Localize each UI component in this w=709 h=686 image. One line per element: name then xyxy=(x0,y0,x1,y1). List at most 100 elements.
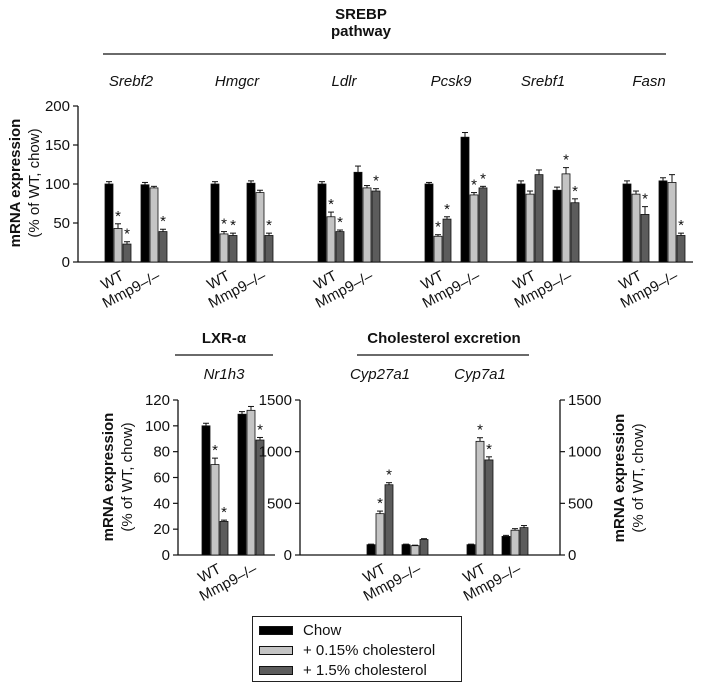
srebp-bar xyxy=(622,183,632,263)
chol-sig-star: * xyxy=(486,441,492,458)
srebp-gene-label: Hmgcr xyxy=(215,73,260,90)
lxr-ylabel-line2: (% of WT, chow) xyxy=(119,422,136,531)
srebp-sig-star: * xyxy=(572,183,578,200)
srebp-bar xyxy=(640,214,650,263)
srebp-bar xyxy=(113,228,123,263)
srebp-bar xyxy=(149,187,159,263)
srebp-bar xyxy=(631,193,641,263)
srebp-sig-star: * xyxy=(480,170,486,187)
chol-bar xyxy=(419,539,429,556)
srebp-tick-label: 150 xyxy=(45,137,70,154)
srebp-bar xyxy=(158,231,168,263)
lxr-bar xyxy=(210,464,220,556)
lxr-tick-label: 0 xyxy=(162,547,170,564)
srebp-sig-star: * xyxy=(124,226,130,243)
chol-gene-label: Cyp27a1 xyxy=(350,366,410,383)
srebp-gene-label: Pcsk9 xyxy=(431,73,473,90)
chol-bar xyxy=(510,529,520,556)
srebp-sig-star: * xyxy=(444,201,450,218)
srebp-sig-star: * xyxy=(266,217,272,234)
lxr-sig-star: * xyxy=(221,504,227,521)
chol-bar xyxy=(366,544,376,556)
srebp-sig-star: * xyxy=(471,177,477,194)
srebp-bar xyxy=(525,193,535,263)
chol-sig-star: * xyxy=(477,422,483,439)
srebp-sig-star: * xyxy=(328,196,334,213)
lxr-tick-label: 20 xyxy=(153,521,170,538)
chol-sig-star: * xyxy=(377,495,383,512)
srebp-sig-star: * xyxy=(373,173,379,190)
srebp-tick-label: 50 xyxy=(53,215,70,232)
legend-label-015: + 0.15% cholesterol xyxy=(303,641,436,659)
srebp-title-line2: pathway xyxy=(331,23,392,40)
lxr-gene-label: Nr1h3 xyxy=(204,366,246,383)
srebp-bar xyxy=(353,171,363,263)
srebp-bar xyxy=(264,235,274,263)
legend-item-chow: Chow xyxy=(259,620,341,640)
srebp-sig-star: * xyxy=(435,219,441,236)
srebp-bar xyxy=(104,183,114,263)
lxr-bar xyxy=(237,413,247,556)
srebp-ylabel-line1: mRNA expression xyxy=(7,119,24,248)
chol-bar xyxy=(401,544,411,556)
srebp-sig-star: * xyxy=(642,191,648,208)
lxr-bar xyxy=(219,521,229,556)
srebp-sig-star: * xyxy=(230,217,236,234)
lxr-sig-star: * xyxy=(212,442,218,459)
chol-bar xyxy=(501,536,511,556)
srebp-gene-label: Srebf2 xyxy=(109,73,154,90)
lxr-bar xyxy=(246,409,256,556)
srebp-bar xyxy=(676,235,686,263)
legend-swatch-chow xyxy=(259,625,293,635)
chol-title: Cholesterol excretion xyxy=(367,330,520,347)
srebp-gene-label: Srebf1 xyxy=(521,73,565,90)
lxr-sig-star: * xyxy=(257,421,263,438)
srebp-bar xyxy=(460,136,470,263)
chol-tick-label-right: 500 xyxy=(568,495,593,512)
srebp-bar xyxy=(534,174,544,263)
srebp-bar xyxy=(552,189,562,263)
legend-swatch-15 xyxy=(259,665,293,675)
srebp-bar xyxy=(335,231,345,263)
legend-item-15: + 1.5% cholesterol xyxy=(259,660,427,680)
chol-tick-label: 1000 xyxy=(259,444,292,461)
srebp-sig-star: * xyxy=(160,213,166,230)
chol-bar xyxy=(466,544,476,556)
srebp-sig-star: * xyxy=(678,217,684,234)
srebp-sig-star: * xyxy=(115,208,121,225)
srebp-bar xyxy=(362,187,372,263)
chol-tick-label: 500 xyxy=(267,495,292,512)
chol-bar xyxy=(410,545,420,556)
srebp-sig-star: * xyxy=(563,152,569,169)
srebp-tick-label: 200 xyxy=(45,98,70,115)
srebp-title-line1: SREBP xyxy=(335,6,387,23)
lxr-ylabel-line1: mRNA expression xyxy=(100,413,117,542)
srebp-bar xyxy=(317,183,327,263)
chol-bar xyxy=(519,527,529,556)
legend-label-15: + 1.5% cholesterol xyxy=(303,661,427,679)
chol-tick-label-right: 0 xyxy=(568,547,576,564)
lxr-tick-label: 60 xyxy=(153,470,170,487)
srebp-bar xyxy=(469,194,479,263)
srebp-bar xyxy=(478,187,488,263)
srebp-bar xyxy=(326,216,336,263)
chol-bar xyxy=(375,513,385,556)
srebp-bar xyxy=(433,235,443,263)
srebp-bar xyxy=(516,183,526,263)
srebp-bar xyxy=(255,192,265,263)
chol-tick-label-right: 1000 xyxy=(568,444,601,461)
srebp-bar xyxy=(658,180,668,263)
chol-bar xyxy=(384,484,394,556)
legend-item-015: + 0.15% cholesterol xyxy=(259,640,435,660)
lxr-tick-label: 100 xyxy=(145,418,170,435)
lxr-tick-label: 80 xyxy=(153,444,170,461)
srebp-sig-star: * xyxy=(221,216,227,233)
lxr-title: LXR-α xyxy=(202,330,247,347)
srebp-tick-label: 100 xyxy=(45,176,70,193)
chol-tick-label: 1500 xyxy=(259,392,292,409)
srebp-bar xyxy=(371,190,381,263)
